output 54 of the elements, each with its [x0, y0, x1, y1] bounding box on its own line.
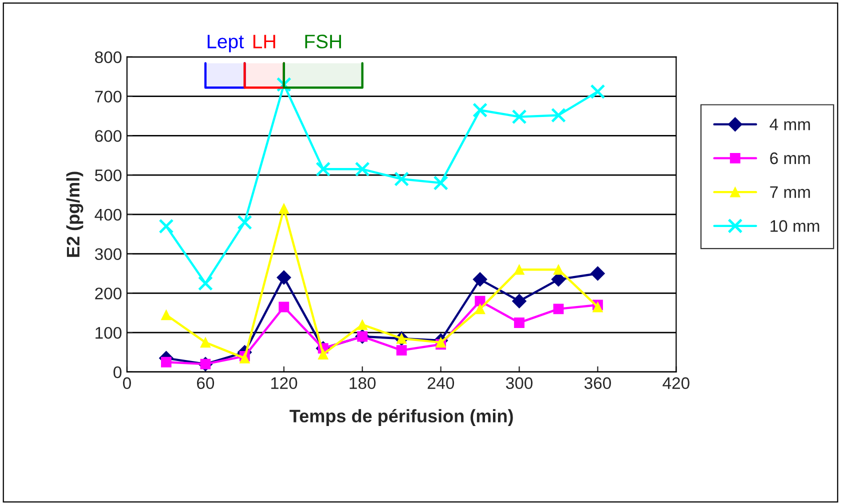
x-tick-label: 240: [428, 377, 454, 390]
x-tick-label: 300: [506, 377, 533, 390]
x-axis-title: Temps de périfusion (min): [290, 409, 513, 426]
point: [512, 294, 526, 308]
x-tick-label: 60: [197, 377, 214, 390]
x-tick-label: 360: [584, 377, 611, 390]
y-tick-label: 100: [96, 326, 122, 339]
y-axis-title: E2 (pg/ml): [66, 172, 84, 257]
point: [553, 264, 564, 275]
y-tick-label: 0: [114, 366, 122, 378]
x-tick-label: 120: [271, 377, 298, 390]
point: [512, 109, 527, 124]
point: [396, 345, 407, 356]
point: [514, 318, 524, 328]
legend-label: 7 mm: [770, 186, 810, 198]
y-tick-label: 600: [95, 130, 122, 142]
point: [161, 310, 172, 320]
band-label: FSH: [305, 34, 341, 48]
point: [278, 203, 290, 214]
y-tick-label: 500: [94, 169, 122, 182]
y-tick-label: 800: [95, 51, 122, 64]
point: [200, 337, 211, 348]
point: [354, 162, 370, 177]
point: [514, 264, 524, 275]
point: [278, 302, 290, 312]
point: [553, 304, 564, 314]
band-label: LH: [253, 34, 276, 48]
point: [198, 276, 213, 291]
point: [394, 172, 410, 187]
point: [550, 108, 566, 123]
point: [433, 175, 448, 190]
legend-label: 4 mm: [770, 118, 810, 130]
band-label: Lept: [208, 34, 244, 52]
y-tick-label: 200: [95, 288, 122, 300]
point: [276, 270, 292, 285]
point: [316, 162, 331, 177]
point: [590, 84, 606, 100]
legend-label: 10 mm: [770, 220, 820, 232]
point: [237, 214, 252, 230]
x-tick-label: 180: [350, 377, 376, 390]
x-tick-label: 0: [123, 377, 131, 390]
point: [472, 102, 488, 118]
point: [590, 266, 605, 281]
point: [357, 319, 368, 330]
point: [158, 218, 174, 234]
point: [161, 356, 172, 368]
legend-label: 6 mm: [770, 152, 810, 164]
point: [474, 304, 486, 314]
y-tick-label: 400: [94, 208, 122, 221]
y-tick-label: 700: [95, 90, 122, 103]
point: [318, 349, 328, 360]
point: [472, 272, 488, 287]
y-tick-label: 300: [94, 248, 122, 260]
x-tick-label: 420: [662, 377, 690, 390]
